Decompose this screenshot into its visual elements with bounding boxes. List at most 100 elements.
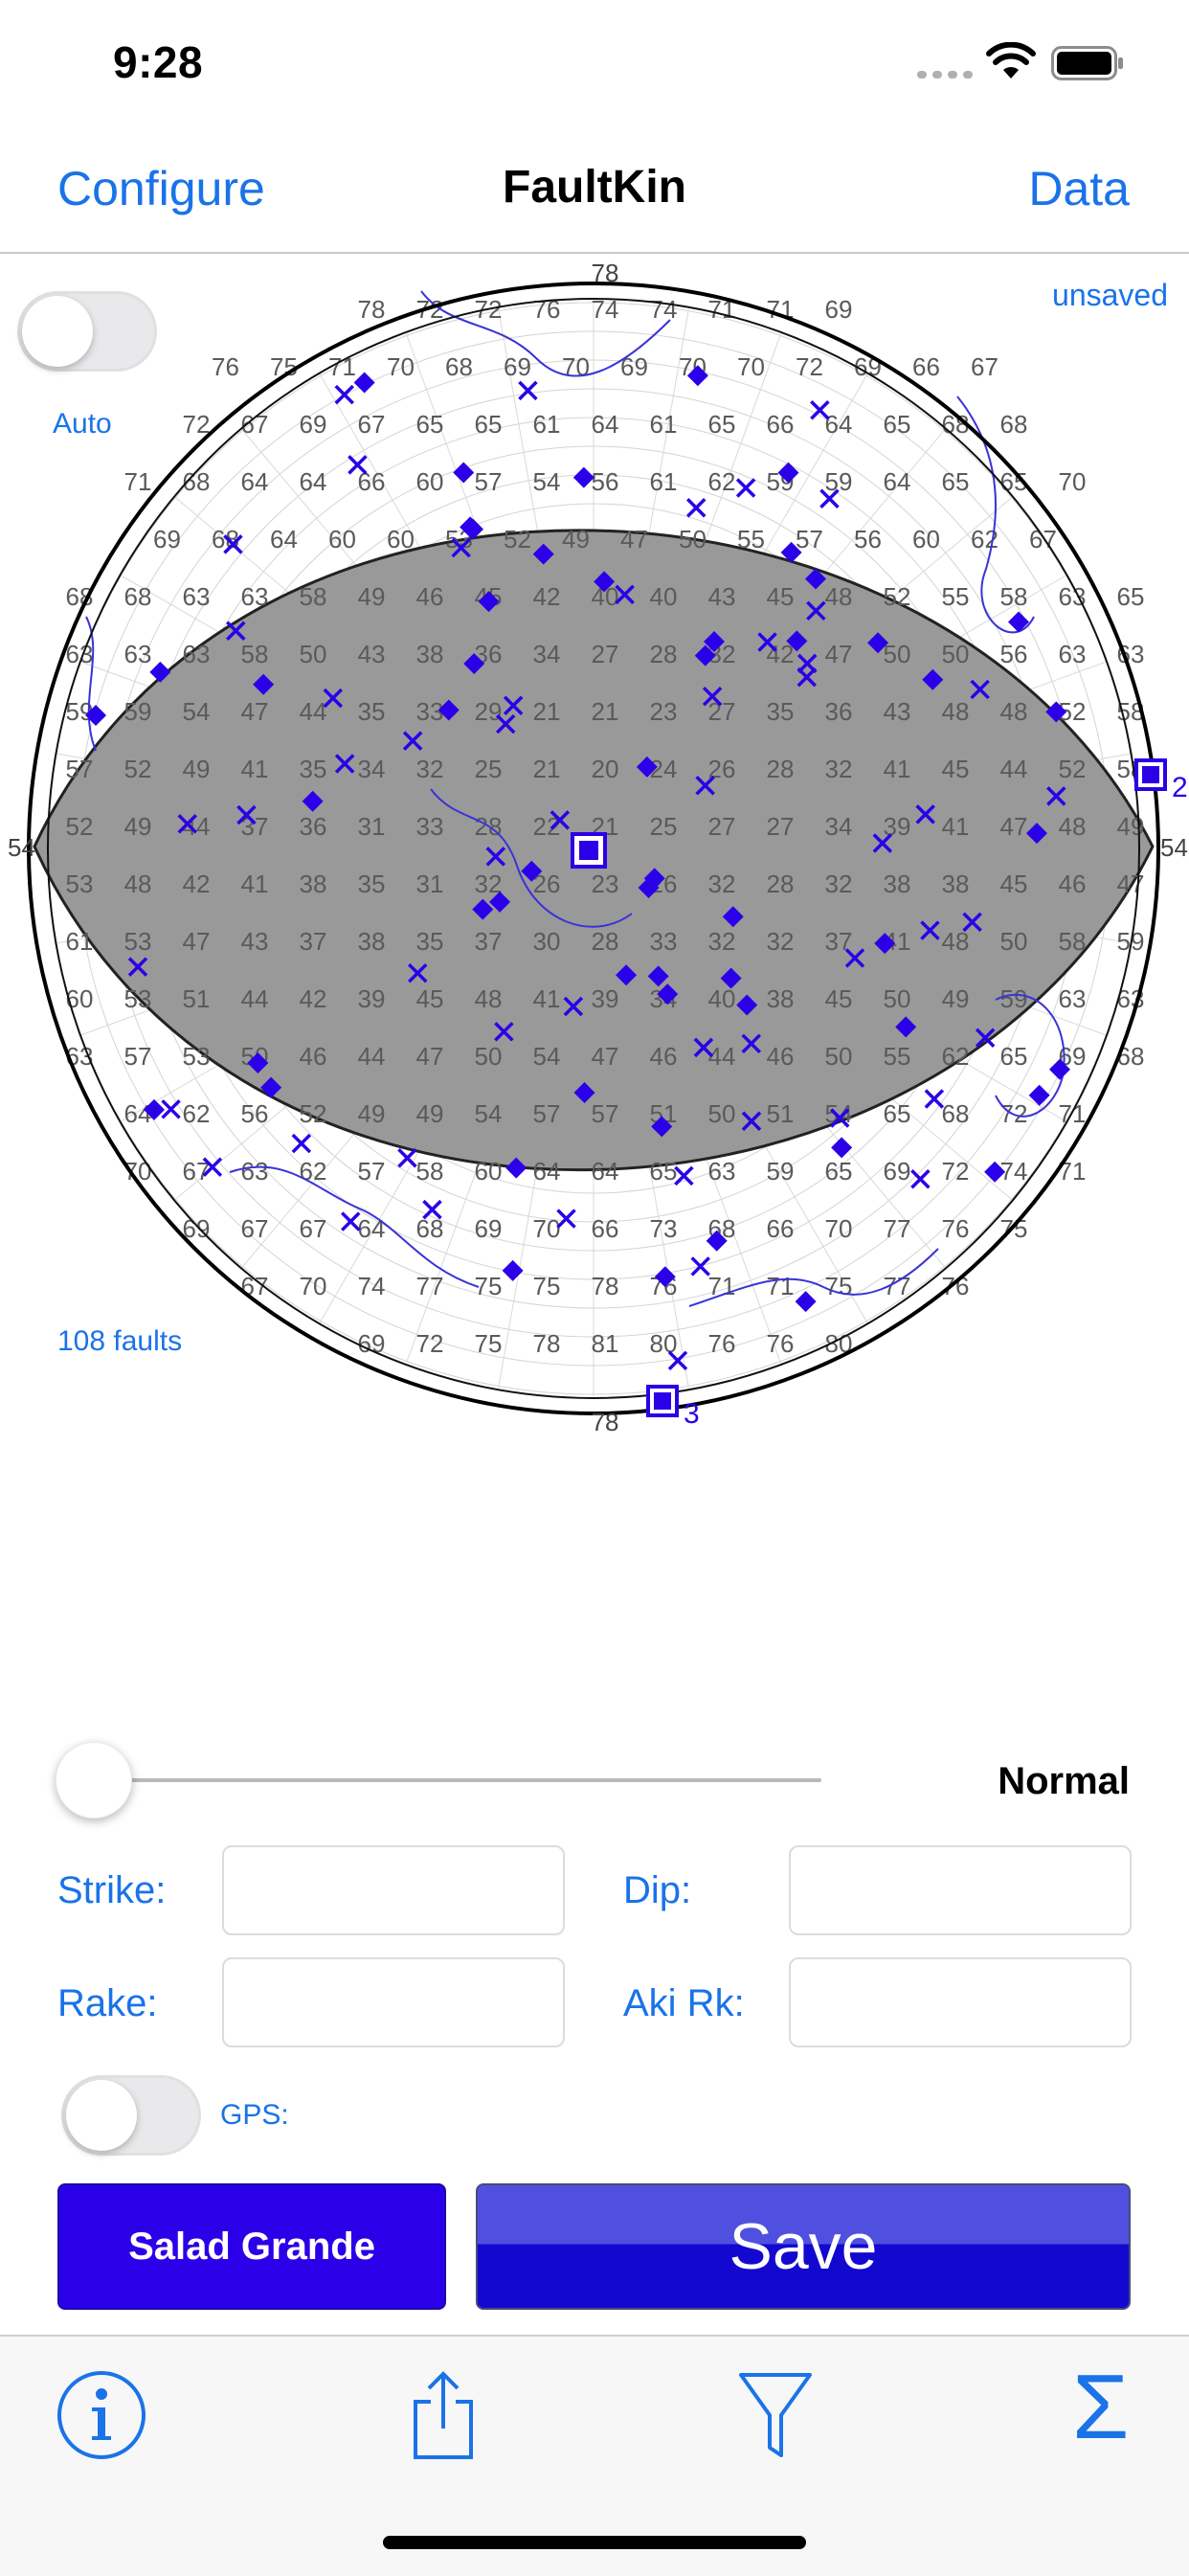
grid-value-label: 69	[825, 295, 853, 324]
p-axis-marker	[686, 365, 708, 387]
save-button[interactable]: Save	[476, 2183, 1131, 2310]
grid-value-label: 65	[884, 1099, 911, 1128]
grid-value-label: 69	[620, 352, 648, 381]
grid-value-label: 33	[416, 812, 444, 841]
grid-value-label: 67	[241, 1214, 269, 1243]
p-axis-marker	[874, 933, 896, 955]
axis-marker-2[interactable]: 2	[1134, 758, 1188, 803]
grid-value-label: 72	[796, 352, 823, 381]
grid-value-label: 33	[650, 927, 678, 956]
grid-value-label: 47	[825, 640, 853, 668]
axis-label-3: 3	[684, 1398, 700, 1430]
p-axis-marker	[647, 965, 669, 987]
t-axis-marker	[970, 679, 990, 700]
grid-value-label: 54	[533, 467, 561, 496]
grid-value-label: 67	[1029, 525, 1057, 554]
grid-value-label: 63	[241, 1157, 269, 1186]
grid-value-label: 60	[475, 1157, 503, 1186]
t-axis-marker	[563, 996, 584, 1017]
grid-value-label: 63	[124, 640, 152, 668]
axis-marker-center[interactable]	[571, 832, 607, 869]
t-axis-marker	[695, 776, 715, 796]
p-axis-marker	[353, 372, 375, 394]
mode-label: Normal	[998, 1760, 1130, 1802]
grid-value-label: 45	[825, 984, 853, 1013]
grid-value-label: 57	[796, 525, 823, 554]
rake-label: Rake:	[57, 1982, 158, 2024]
grid-value-label: 45	[416, 984, 444, 1013]
data-button[interactable]: Data	[1028, 162, 1130, 215]
grid-value-label: 65	[942, 467, 970, 496]
grid-value-label: 33	[416, 697, 444, 726]
grid-value-label: 41	[241, 870, 269, 898]
grid-value-label: 60	[416, 467, 444, 496]
filter-icon[interactable]	[737, 2369, 814, 2461]
grid-value-label: 57	[475, 467, 503, 496]
grid-value-label: 32	[416, 755, 444, 783]
p-axis-marker	[453, 462, 475, 484]
grid-value-label: 47	[241, 697, 269, 726]
grid-value-label: 58	[1000, 582, 1028, 611]
grid-value-label: 61	[650, 467, 678, 496]
grid-value-label: 70	[737, 352, 765, 381]
info-icon[interactable]	[56, 2369, 147, 2461]
configure-button[interactable]: Configure	[57, 162, 265, 215]
t-axis-marker	[686, 498, 707, 518]
p-axis-marker	[831, 1137, 853, 1159]
grid-value-label: 59	[124, 697, 152, 726]
contour-line	[688, 1248, 939, 1307]
grid-value-label: 70	[825, 1214, 853, 1243]
grid-value-label: 43	[241, 927, 269, 956]
grid-value-label: 64	[592, 410, 619, 439]
grid-value-label: 72	[416, 1329, 444, 1358]
p-axis-marker	[521, 860, 543, 882]
grid-value-label: 35	[416, 927, 444, 956]
net-outline	[27, 282, 1160, 1415]
t-axis-marker	[556, 1209, 576, 1229]
share-icon[interactable]	[410, 2369, 477, 2461]
grid-value-label: 54	[183, 697, 211, 726]
gps-toggle[interactable]	[61, 2075, 201, 2156]
grid-value-label: 71	[124, 467, 152, 496]
grid-value-label: 21	[533, 697, 561, 726]
p-axis-marker	[472, 898, 494, 920]
grid-value-label: 27	[592, 640, 619, 668]
rake-field[interactable]	[222, 1957, 565, 2047]
t-axis-marker	[518, 380, 538, 401]
strike-label: Strike:	[57, 1869, 167, 1911]
grid-value-label: 41	[241, 755, 269, 783]
grid-value-label: 45	[942, 755, 970, 783]
grid-value-label: 62	[300, 1157, 327, 1186]
grid-value-label: 64	[884, 467, 911, 496]
grid-value-label: 37	[475, 927, 503, 956]
aki-rake-field[interactable]	[789, 1957, 1132, 2047]
grid-value-label: 32	[825, 755, 853, 783]
grid-value-label: 69	[504, 352, 531, 381]
p-axis-marker	[657, 983, 679, 1006]
slider-track[interactable]	[96, 1778, 821, 1782]
auto-toggle[interactable]	[17, 291, 157, 372]
grid-value-label: 57	[533, 1099, 561, 1128]
grid-value-label: 64	[270, 525, 298, 554]
grid-value-label: 60	[66, 984, 94, 1013]
grid-value-label: 56	[854, 525, 882, 554]
location-button[interactable]: Salad Grande	[57, 2183, 446, 2310]
grid-value-label: 55	[942, 582, 970, 611]
dip-label: Dip:	[623, 1869, 692, 1911]
grid-value-label: 25	[650, 812, 678, 841]
grid-value-label: 42	[300, 984, 327, 1013]
t-axis-marker	[924, 1089, 945, 1109]
sigma-icon[interactable]: Σ	[1072, 2356, 1130, 2458]
t-axis-marker	[334, 754, 355, 774]
grid-value-label: 54	[475, 1099, 503, 1128]
slider-thumb[interactable]	[56, 1742, 132, 1819]
axis-marker-3[interactable]: 3	[646, 1385, 700, 1430]
grid-value-label: 68	[212, 525, 239, 554]
grid-value-label: 67	[971, 352, 998, 381]
strike-field[interactable]	[222, 1845, 565, 1935]
dip-field[interactable]	[789, 1845, 1132, 1935]
grid-value-label: 71	[708, 1272, 736, 1300]
t-axis-marker	[397, 1148, 417, 1168]
grid-value-label: 47	[620, 525, 648, 554]
